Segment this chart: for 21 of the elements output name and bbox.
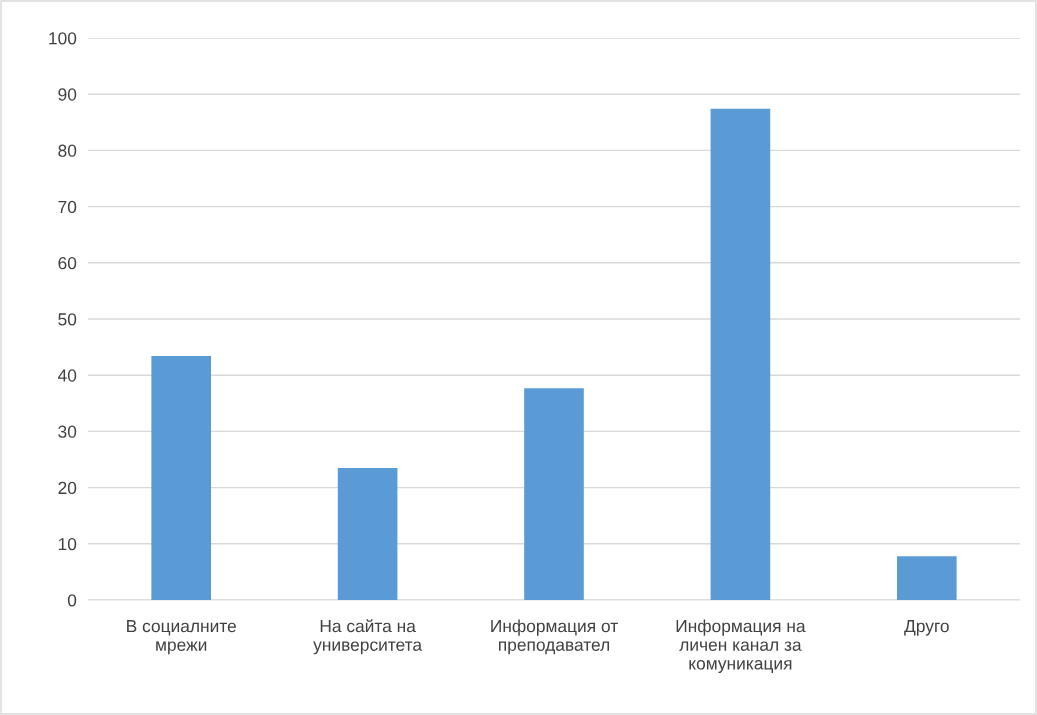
x-tick-label: В социалните мрежи	[127, 620, 236, 655]
bar	[524, 388, 584, 600]
y-tick-label: 70	[58, 200, 77, 214]
x-tick-label: Информация на личен канал за комуникация	[676, 619, 806, 674]
bar	[710, 108, 771, 600]
y-tick-label: 20	[58, 481, 77, 495]
bar	[896, 556, 957, 600]
y-tick-label: 90	[58, 88, 77, 101]
x-tick-label: Информация от преподавател	[491, 619, 618, 655]
y-tick-label: 50	[58, 313, 77, 326]
y-tick-label: 80	[58, 144, 77, 157]
x-tick-label: Друго	[904, 620, 949, 636]
bar	[337, 467, 398, 600]
bar	[151, 356, 212, 600]
y-tick-label: 60	[58, 256, 77, 270]
x-tick-label: На сайта на университета	[313, 619, 423, 655]
y-tick-label: 40	[57, 369, 77, 382]
y-tick-label: 30	[58, 425, 77, 438]
y-tick-label: 10	[58, 537, 77, 551]
y-tick-label: 100	[49, 32, 77, 45]
y-tick-label: 0	[67, 594, 77, 607]
